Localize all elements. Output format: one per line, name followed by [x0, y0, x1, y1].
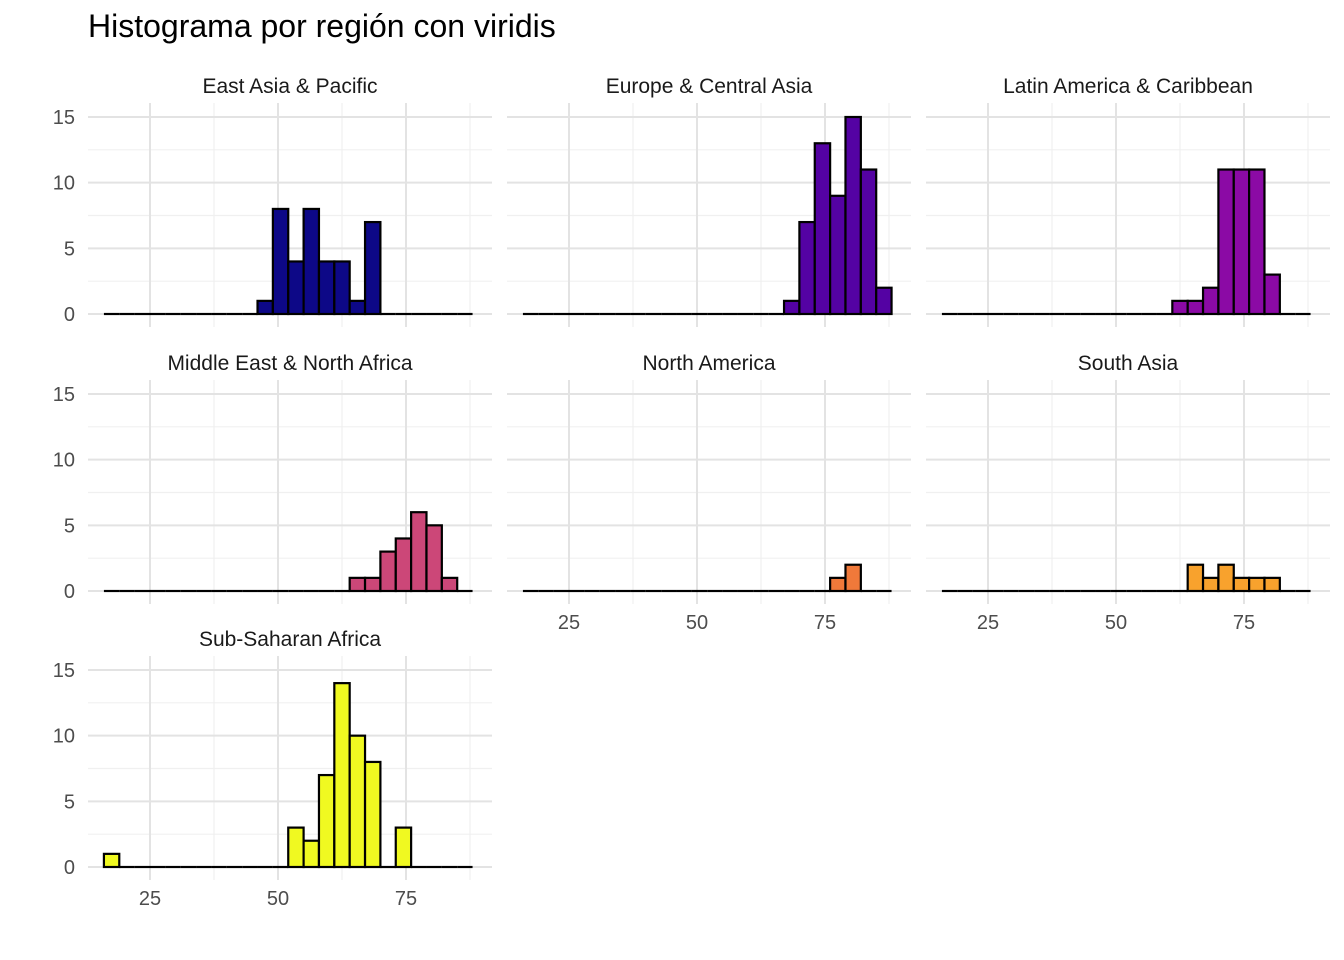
panel-latin-america-caribbean: Latin America & Caribbean: [926, 75, 1330, 327]
panel-europe-central-asia: Europe & Central Asia: [507, 75, 911, 327]
histogram-bar: [1232, 576, 1251, 593]
histogram-bar: [1248, 168, 1266, 316]
histogram-bar: [1201, 576, 1220, 593]
y-tick-label: 10: [53, 726, 75, 748]
facet-label: Sub-Saharan Africa: [199, 628, 381, 651]
histogram-bar: [379, 550, 397, 593]
y-tick-label: 10: [53, 450, 75, 472]
histogram-bar: [348, 576, 367, 593]
facet-label: South Asia: [1078, 352, 1179, 375]
histogram-bar: [1171, 299, 1189, 316]
x-tick-label: 75: [1233, 612, 1255, 634]
histogram-bar: [1263, 273, 1281, 316]
panel-north-america: North America 25 50 75: [507, 352, 911, 634]
histogram-bar: [394, 826, 413, 869]
histogram-bar: [875, 286, 893, 316]
histogram-bar: [287, 260, 305, 316]
histogram-bar: [1217, 563, 1235, 593]
histogram-bar: [363, 760, 382, 869]
histogram-bar: [394, 537, 413, 593]
histogram-bar: [363, 576, 382, 593]
histogram-bar: [440, 576, 459, 593]
y-tick-label: 5: [64, 791, 75, 813]
histogram-bar: [1217, 168, 1235, 316]
histogram-bar: [317, 260, 336, 316]
histogram-bar: [1201, 286, 1220, 316]
facet-label: Middle East & North Africa: [167, 352, 412, 375]
histogram-bar: [410, 511, 428, 593]
histogram-bar: [798, 220, 816, 316]
chart-title: Histograma por región con viridis: [88, 8, 556, 44]
histogram-bar: [363, 220, 382, 316]
x-tick-label: 25: [977, 612, 999, 634]
histogram-bar: [1186, 299, 1205, 316]
y-tick-label: 0: [64, 304, 75, 326]
histogram-bar: [829, 576, 847, 593]
x-tick-label: 75: [814, 612, 836, 634]
x-tick-label: 75: [395, 888, 417, 910]
y-tick-label: 15: [53, 384, 75, 406]
x-tick-label: 50: [1105, 612, 1127, 634]
x-tick-label: 50: [267, 888, 289, 910]
histogram-bar: [271, 207, 290, 316]
facet-label: North America: [642, 352, 775, 375]
histogram-bar: [287, 826, 305, 869]
histogram-bar: [829, 194, 847, 316]
x-tick-label: 25: [558, 612, 580, 634]
panel-middle-east-north-africa: Middle East & North Africa 0 5 10 15: [53, 352, 492, 604]
histogram-bar: [1248, 576, 1266, 593]
histogram-bar: [102, 852, 121, 869]
histogram-bar: [256, 299, 274, 316]
facet-label: East Asia & Pacific: [202, 75, 377, 98]
histogram-bar: [782, 299, 801, 316]
x-tick-label: 50: [686, 612, 708, 634]
histogram-bar: [1263, 576, 1281, 593]
histogram-bar: [844, 563, 862, 593]
histogram-bar: [333, 260, 351, 316]
histogram-bar: [348, 734, 367, 869]
histogram-bar: [813, 142, 832, 316]
y-tick-label: 0: [64, 857, 75, 879]
histogram-bar: [844, 115, 862, 316]
y-tick-label: 5: [64, 515, 75, 537]
panel-east-asia-pacific: East Asia & Pacific 0 5 10 15: [53, 75, 492, 327]
facet-label: Latin America & Caribbean: [1003, 75, 1253, 98]
panel-sub-saharan-africa: Sub-Saharan Africa 0 5 10 15 25 50 75: [53, 628, 492, 910]
panel-south-asia: South Asia 25 50 75: [926, 352, 1330, 634]
histogram-bar: [302, 207, 321, 316]
y-tick-label: 0: [64, 581, 75, 603]
histogram-bar: [348, 299, 367, 316]
histogram-bar: [1232, 168, 1251, 316]
histogram-bar: [425, 524, 443, 593]
histogram-bar: [333, 682, 351, 869]
facet-label: Europe & Central Asia: [606, 75, 813, 98]
histogram-bar: [302, 839, 321, 869]
y-tick-label: 10: [53, 173, 75, 195]
x-tick-label: 25: [139, 888, 161, 910]
y-tick-label: 15: [53, 660, 75, 682]
histogram-bar: [317, 773, 336, 869]
histogram-bar: [1186, 563, 1205, 593]
y-tick-label: 15: [53, 107, 75, 129]
histogram-bar: [859, 168, 878, 316]
y-tick-label: 5: [64, 238, 75, 260]
